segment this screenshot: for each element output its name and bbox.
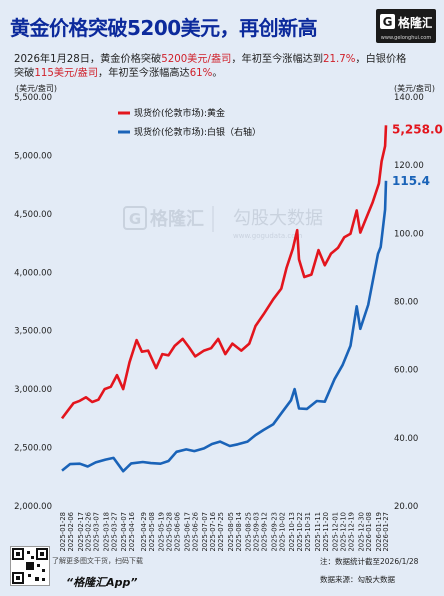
left-axis-tick-label: 5,500.00 (14, 93, 52, 103)
x-axis-tick-label: 2025-07-07 (201, 512, 209, 552)
left-axis-tick-label: 4,000.00 (14, 268, 52, 278)
x-axis-tick-label: 2025-05-28 (166, 512, 174, 552)
footer-source-date: 注：数据统计截至2026/1/28 (320, 557, 419, 566)
x-axis-tick-label: 2025-02-26 (85, 512, 93, 552)
x-axis-tick-label: 2025-10-13 (288, 512, 296, 552)
subtitle-gold-price: 5200美元/盎司 (161, 54, 232, 65)
x-axis-tick-label: 2025-10-31 (304, 512, 312, 552)
x-axis-tick-label: 2025-08-05 (227, 512, 235, 552)
qr-code (10, 546, 50, 586)
watermark: G 格隆汇 勾股大数据 www.gogudata.com (123, 206, 323, 240)
watermark-cn: 勾股大数据 (233, 208, 323, 229)
right-axis: 140.00 120.00 100.00 80.00 60.00 40.00 20.00 (394, 93, 424, 512)
x-axis-tick-label: 2025-12-10 (340, 512, 348, 552)
x-axis-tick-label: 2025-02-06 (67, 512, 75, 552)
x-axis-tick-label: 2025-05-08 (148, 512, 156, 552)
x-axis-tick-label: 2025-11-11 (314, 512, 322, 552)
x-axis-tick-label: 2025-05-19 (158, 512, 166, 552)
brand-logo: G 格隆汇 www.gelonghui.com (376, 9, 436, 43)
subtitle-text: ，年初至今涨幅高达 (98, 68, 190, 79)
left-axis: 5,500.00 5,000.00 4,500.00 4,000.00 3,500.00… (14, 93, 52, 512)
silver-price-line (61, 180, 388, 473)
page-title: 黄金价格突破5200美元，再创新高 (10, 16, 318, 40)
x-axis-tick-label: 2025-04-16 (128, 512, 136, 552)
footer-app: “格隆汇App” (66, 576, 138, 589)
x-axis-tick-label: 2025-04-29 (140, 512, 148, 552)
watermark-g-icon: G (129, 210, 141, 228)
x-axis-tick-label: 2025-06-26 (191, 512, 199, 552)
x-axis-tick-label: 2025-02-17 (77, 512, 85, 552)
x-axis-tick-label: 2025-12-19 (347, 512, 355, 552)
subtitle-silver-change: 61% (189, 68, 213, 79)
subtitle-text: ，年初至今涨幅达到 (231, 54, 324, 65)
x-axis-tick-label: 2025-12-01 (332, 512, 340, 552)
left-axis-tick-label: 3,000.00 (14, 385, 52, 395)
brand-logo-text: 格隆汇 (398, 15, 432, 30)
right-axis-tick-label: 140.00 (394, 93, 424, 103)
x-axis-tick-label: 2026-01-19 (375, 512, 383, 552)
right-axis-unit: (美元/盎司) (394, 83, 435, 93)
right-axis-tick-label: 100.00 (394, 229, 424, 239)
x-axis-tick-label: 2025-10-02 (278, 512, 286, 552)
x-axis-tick-label: 2026-01-08 (365, 512, 373, 552)
x-axis-tick-label: 2025-04-07 (120, 512, 128, 552)
x-axis-tick-label: 2025-10-22 (296, 512, 304, 552)
footer-source: 数据来源：勾股大数据 (320, 575, 395, 584)
left-axis-tick-label: 3,500.00 (14, 327, 52, 337)
subtitle-text: 突破 (14, 68, 35, 79)
x-axis-tick-label: 2025-08-14 (235, 512, 243, 552)
x-axis-tick-label: 2025-11-20 (322, 512, 330, 552)
series-lines (60, 125, 388, 473)
gold-end-label: 5,258.0 (392, 122, 443, 136)
x-axis-tick-label: 2025-01-28 (59, 512, 67, 552)
left-axis-tick-label: 5,000.00 (14, 151, 52, 161)
subtitle-silver-price: 115美元/盎司 (34, 68, 99, 79)
x-axis-tick-label: 2025-06-17 (183, 512, 191, 552)
subtitle-text: 2026年1月28日，黄金价格突破 (14, 54, 162, 65)
gelonghui-logo-icon: G 格隆汇 (380, 14, 432, 30)
left-axis-tick-label: 2,500.00 (14, 444, 52, 454)
right-axis-tick-label: 60.00 (394, 366, 418, 376)
right-axis-tick-label: 40.00 (394, 434, 418, 444)
right-axis-tick-label: 80.00 (394, 298, 418, 308)
x-axis-tick-label: 2025-07-25 (217, 512, 225, 552)
right-axis-tick-label: 120.00 (394, 161, 424, 171)
qr-code-icon (12, 548, 48, 584)
left-axis-unit: (美元/盎司) (16, 83, 57, 93)
x-axis: 2025-01-28 2025-02-06 2025-02-17 2025-02-26… (59, 512, 390, 552)
watermark-url: www.gogudata.com (233, 232, 302, 240)
subtitle-text: 。 (212, 68, 223, 79)
right-axis-tick-label: 20.00 (394, 502, 418, 512)
x-axis-tick-label: 2025-08-25 (245, 512, 253, 552)
silver-end-label: 115.4 (392, 174, 430, 188)
legend-gold-label: 现货价(伦敦市场):黄金 (134, 107, 225, 119)
chart-subtitle: 2026年1月28日，黄金价格突破5200美元/盎司，年初至今涨幅达到21.7%… (14, 53, 434, 81)
x-axis-tick-label: 2026-01-27 (382, 512, 390, 552)
legend-silver-label: 现货价(伦敦市场):白银（右轴） (134, 126, 261, 138)
x-axis-tick-label: 2025-03-07 (93, 512, 101, 552)
watermark-brand: 格隆汇 (150, 208, 204, 230)
x-axis-tick-label: 2025-09-23 (270, 512, 278, 552)
gold-price-line (60, 125, 388, 420)
legend: 现货价(伦敦市场):黄金 现货价(伦敦市场):白银（右轴） (118, 107, 261, 138)
x-axis-tick-label: 2025-03-27 (110, 512, 118, 552)
x-axis-tick-label: 2025-09-12 (261, 512, 269, 552)
left-axis-tick-label: 4,500.00 (14, 210, 52, 220)
x-axis-tick-label: 2025-06-06 (174, 512, 182, 552)
footer-note: 了解更多图文干货，扫码下载 (52, 557, 143, 565)
x-axis-tick-label: 2025-07-16 (209, 512, 217, 552)
brand-site: www.gelonghui.com (380, 35, 432, 41)
subtitle-text: ，白银价格 (355, 54, 407, 65)
x-axis-tick-label: 2025-12-30 (357, 512, 365, 552)
subtitle-gold-change: 21.7% (323, 54, 356, 65)
x-axis-tick-label: 2025-03-18 (102, 512, 110, 552)
x-axis-tick-label: 2025-09-03 (253, 512, 261, 552)
svg-text:G: G (383, 15, 393, 29)
left-axis-tick-label: 2,000.00 (14, 502, 52, 512)
